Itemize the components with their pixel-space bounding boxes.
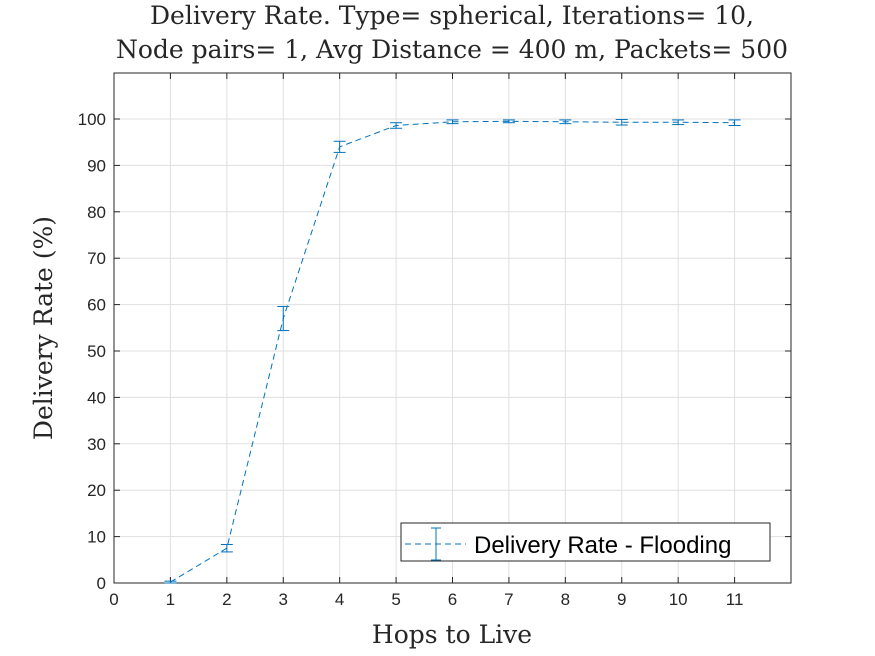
series-line bbox=[170, 120, 735, 583]
y-tick-label: 10 bbox=[87, 528, 106, 547]
y-tick-label: 50 bbox=[87, 342, 106, 361]
x-tick-label: 6 bbox=[448, 590, 457, 609]
chart-title-line-2: Node pairs= 1, Avg Distance = 400 m, Pac… bbox=[116, 35, 788, 64]
legend-label: Delivery Rate - Flooding bbox=[474, 532, 731, 559]
x-tick-label: 9 bbox=[617, 590, 626, 609]
data-series bbox=[164, 118, 741, 584]
x-tick-label: 8 bbox=[561, 590, 570, 609]
grid bbox=[113, 73, 791, 584]
y-axis-label: Delivery Rate (%) bbox=[29, 216, 58, 440]
y-tick-label: 30 bbox=[87, 435, 106, 454]
y-tick-label: 60 bbox=[87, 296, 106, 315]
legend: Delivery Rate - Flooding bbox=[400, 522, 771, 562]
chart-title-line-1: Delivery Rate. Type= spherical, Iteratio… bbox=[150, 1, 754, 30]
x-axis-label: Hops to Live bbox=[372, 620, 532, 649]
x-tick-label: 10 bbox=[669, 590, 688, 609]
x-tick-label: 3 bbox=[279, 590, 288, 609]
x-tick-label: 2 bbox=[222, 590, 231, 609]
x-tick-label: 7 bbox=[504, 590, 513, 609]
x-tick-label: 11 bbox=[726, 590, 744, 609]
y-tick-label: 80 bbox=[87, 203, 106, 222]
y-tick-label: 20 bbox=[87, 481, 106, 500]
axis-ticks: 0 1 2 3 4 5 6 7 8 9 10 11 0 10 20 30 40 50 60 70 80 90 100 bbox=[78, 73, 791, 609]
x-tick-label: 5 bbox=[391, 590, 400, 609]
x-tick-label: 1 bbox=[166, 590, 175, 609]
y-tick-label: 0 bbox=[97, 574, 106, 593]
y-tick-label: 70 bbox=[87, 249, 106, 268]
y-tick-label: 100 bbox=[78, 110, 106, 129]
x-tick-label: 0 bbox=[109, 590, 118, 609]
y-tick-label: 90 bbox=[87, 156, 106, 175]
y-tick-label: 40 bbox=[87, 388, 106, 407]
x-tick-label: 4 bbox=[335, 590, 344, 609]
legend-box bbox=[400, 522, 771, 562]
